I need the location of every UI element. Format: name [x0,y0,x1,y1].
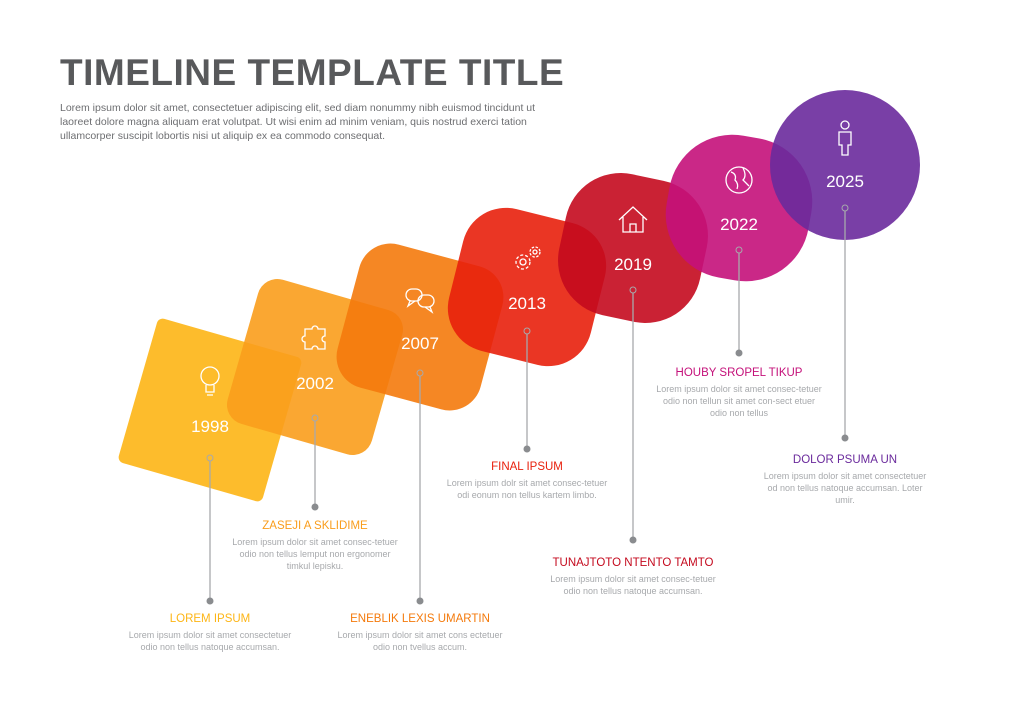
connector-top-dot [311,414,319,422]
year-label: 2002 [296,374,334,393]
connector-end-dot [416,597,424,605]
timeline-entry-2007: ENEBLIK LEXIS UMARTIN Lorem ipsum dolor s… [335,613,505,653]
entry-title: HOUBY SROPEL TIKUP [675,367,803,379]
entry-text: Lorem ipsum dolor sit amet consec-tetuer… [656,384,822,418]
entry-text: Lorem ipsum dolor sit amet consec-tetuer… [550,574,716,596]
timeline-shape-2025 [770,90,920,240]
year-label: 2025 [826,172,864,191]
connector-top-dot [735,246,743,254]
connector-top-dot [416,369,424,377]
entry-title: FINAL IPSUM [491,461,563,473]
globe-icon [725,166,753,194]
connector-top-dot [629,286,637,294]
entry-text: Lorem ipsum dolor sit amet cons ectetuer… [337,630,503,652]
entry-title: TUNAJTOTO NTENTO TAMTO [552,557,714,569]
timeline-entry-2019: TUNAJTOTO NTENTO TAMTO Lorem ipsum dolor … [548,557,718,597]
entry-text: Lorem ipsum dolor sit amet consectetuer … [763,471,927,505]
lightbulb-icon [200,366,220,396]
connector-end-dot [629,536,637,544]
gears-icon [515,246,541,270]
timeline-entry-1998: LOREM IPSUM Lorem ipsum dolor sit amet co… [125,613,295,653]
connector-end-dot [841,434,849,442]
person-icon [838,120,852,156]
connector-end-dot [311,503,319,511]
year-label: 2007 [401,334,439,353]
entry-title: ENEBLIK LEXIS UMARTIN [350,613,490,625]
timeline-entry-2022: HOUBY SROPEL TIKUP Lorem ipsum dolor sit … [654,367,824,419]
connector-end-dot [206,597,214,605]
timeline-entry-2013: FINAL IPSUM Lorem ipsum dolr sit amet con… [442,461,612,501]
timeline-entry-2025: DOLOR PSUMA UN Lorem ipsum dolor sit amet… [760,454,930,506]
year-label: 2019 [614,255,652,274]
entry-text: Lorem ipsum dolor sit amet consectetuer … [128,630,292,652]
intro-text: Lorem ipsum dolor sit amet, consectetuer… [60,102,536,142]
connector-top-dot [206,454,214,462]
entry-title: DOLOR PSUMA UN [792,454,898,466]
page-title: TIMELINE TEMPLATE TITLE [60,52,565,93]
connector-top-dot [841,204,849,212]
year-label: 1998 [191,417,229,436]
connector-end-dot [523,445,531,453]
chat-bubbles-icon [405,288,435,314]
house-icon [618,206,648,233]
timeline-entry-2002: ZASEJI A SKLIDIME Lorem ipsum dolor sit a… [230,520,400,572]
entry-title: LOREM IPSUM [169,613,251,625]
year-label: 2022 [720,215,758,234]
connector-end-dot [735,349,743,357]
puzzle-icon [301,325,326,350]
entry-text: Lorem ipsum dolr sit amet consec-tetuer … [446,478,608,500]
entry-text: Lorem ipsum dolor sit amet consec-tetuer… [232,537,398,571]
year-label: 2013 [508,294,546,313]
connector-top-dot [523,327,531,335]
entry-title: ZASEJI A SKLIDIME [262,520,368,532]
